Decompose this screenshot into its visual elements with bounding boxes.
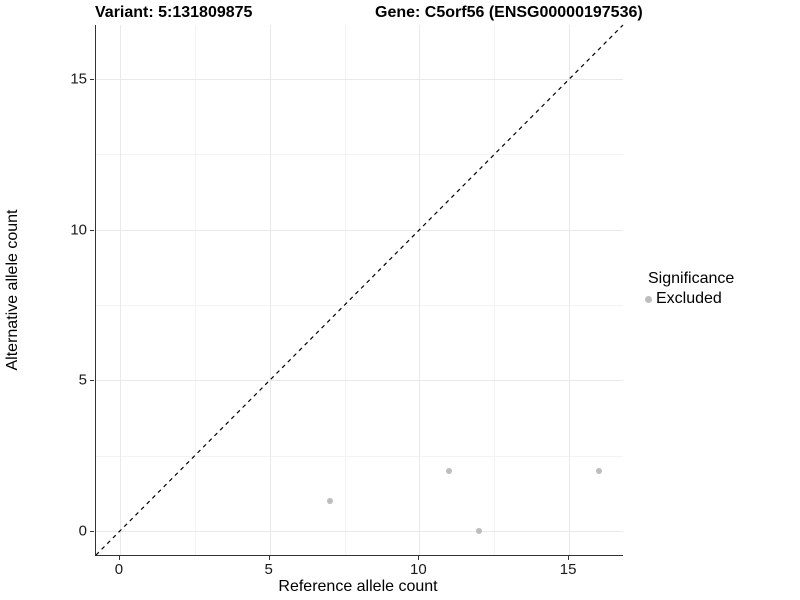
data-point-excluded <box>596 467 603 474</box>
y-axis-title: Alternative allele count <box>4 209 21 371</box>
y-tick-label: 0 <box>78 522 87 540</box>
plot-panel <box>95 24 624 556</box>
minor-gridline-horizontal <box>96 154 623 156</box>
gene-title: Gene: C5orf56 (ENSG00000197536) <box>375 4 643 21</box>
y-tick-label: 10 <box>70 221 87 239</box>
x-axis-title: Reference allele count <box>278 578 438 595</box>
y-tick-mark <box>90 229 94 231</box>
legend-title: Significance <box>648 270 735 287</box>
data-point-excluded <box>476 527 483 534</box>
minor-gridline-horizontal <box>96 305 623 307</box>
x-tick-mark <box>118 556 120 560</box>
x-tick-mark <box>418 556 420 560</box>
legend-entry-excluded: Excluded <box>645 290 734 308</box>
x-tick-label: 10 <box>410 561 427 578</box>
major-gridline-horizontal <box>96 530 623 532</box>
minor-gridline-vertical <box>494 25 496 555</box>
y-tick-mark <box>90 380 94 382</box>
major-gridline-vertical <box>119 25 121 555</box>
y-tick-mark <box>90 530 94 532</box>
data-point-excluded <box>326 497 333 504</box>
x-tick-mark <box>568 556 570 560</box>
legend: Significance Excluded <box>645 270 734 308</box>
x-tick-label: 5 <box>264 561 273 578</box>
y-tick-mark <box>90 79 94 81</box>
legend-point-icon <box>645 295 652 303</box>
legend-entry-label: Excluded <box>656 290 722 307</box>
y-tick-label: 15 <box>70 70 87 88</box>
x-tick-mark <box>268 556 270 560</box>
major-gridline-horizontal <box>96 229 623 231</box>
data-point-excluded <box>446 467 453 474</box>
major-gridline-horizontal <box>96 380 623 382</box>
minor-gridline-vertical <box>194 25 196 555</box>
major-gridline-horizontal <box>96 79 623 81</box>
minor-gridline-horizontal <box>96 455 623 457</box>
x-tick-label: 15 <box>559 561 577 578</box>
major-gridline-vertical <box>269 25 271 555</box>
variant-title: Variant: 5:131809875 <box>95 4 253 21</box>
y-tick-label: 5 <box>78 371 87 389</box>
legend-entries: Excluded <box>645 290 734 308</box>
minor-gridline-vertical <box>344 25 346 555</box>
major-gridline-vertical <box>419 25 421 555</box>
x-tick-label: 0 <box>114 561 124 578</box>
major-gridline-vertical <box>569 25 571 555</box>
identity-line <box>95 24 624 556</box>
